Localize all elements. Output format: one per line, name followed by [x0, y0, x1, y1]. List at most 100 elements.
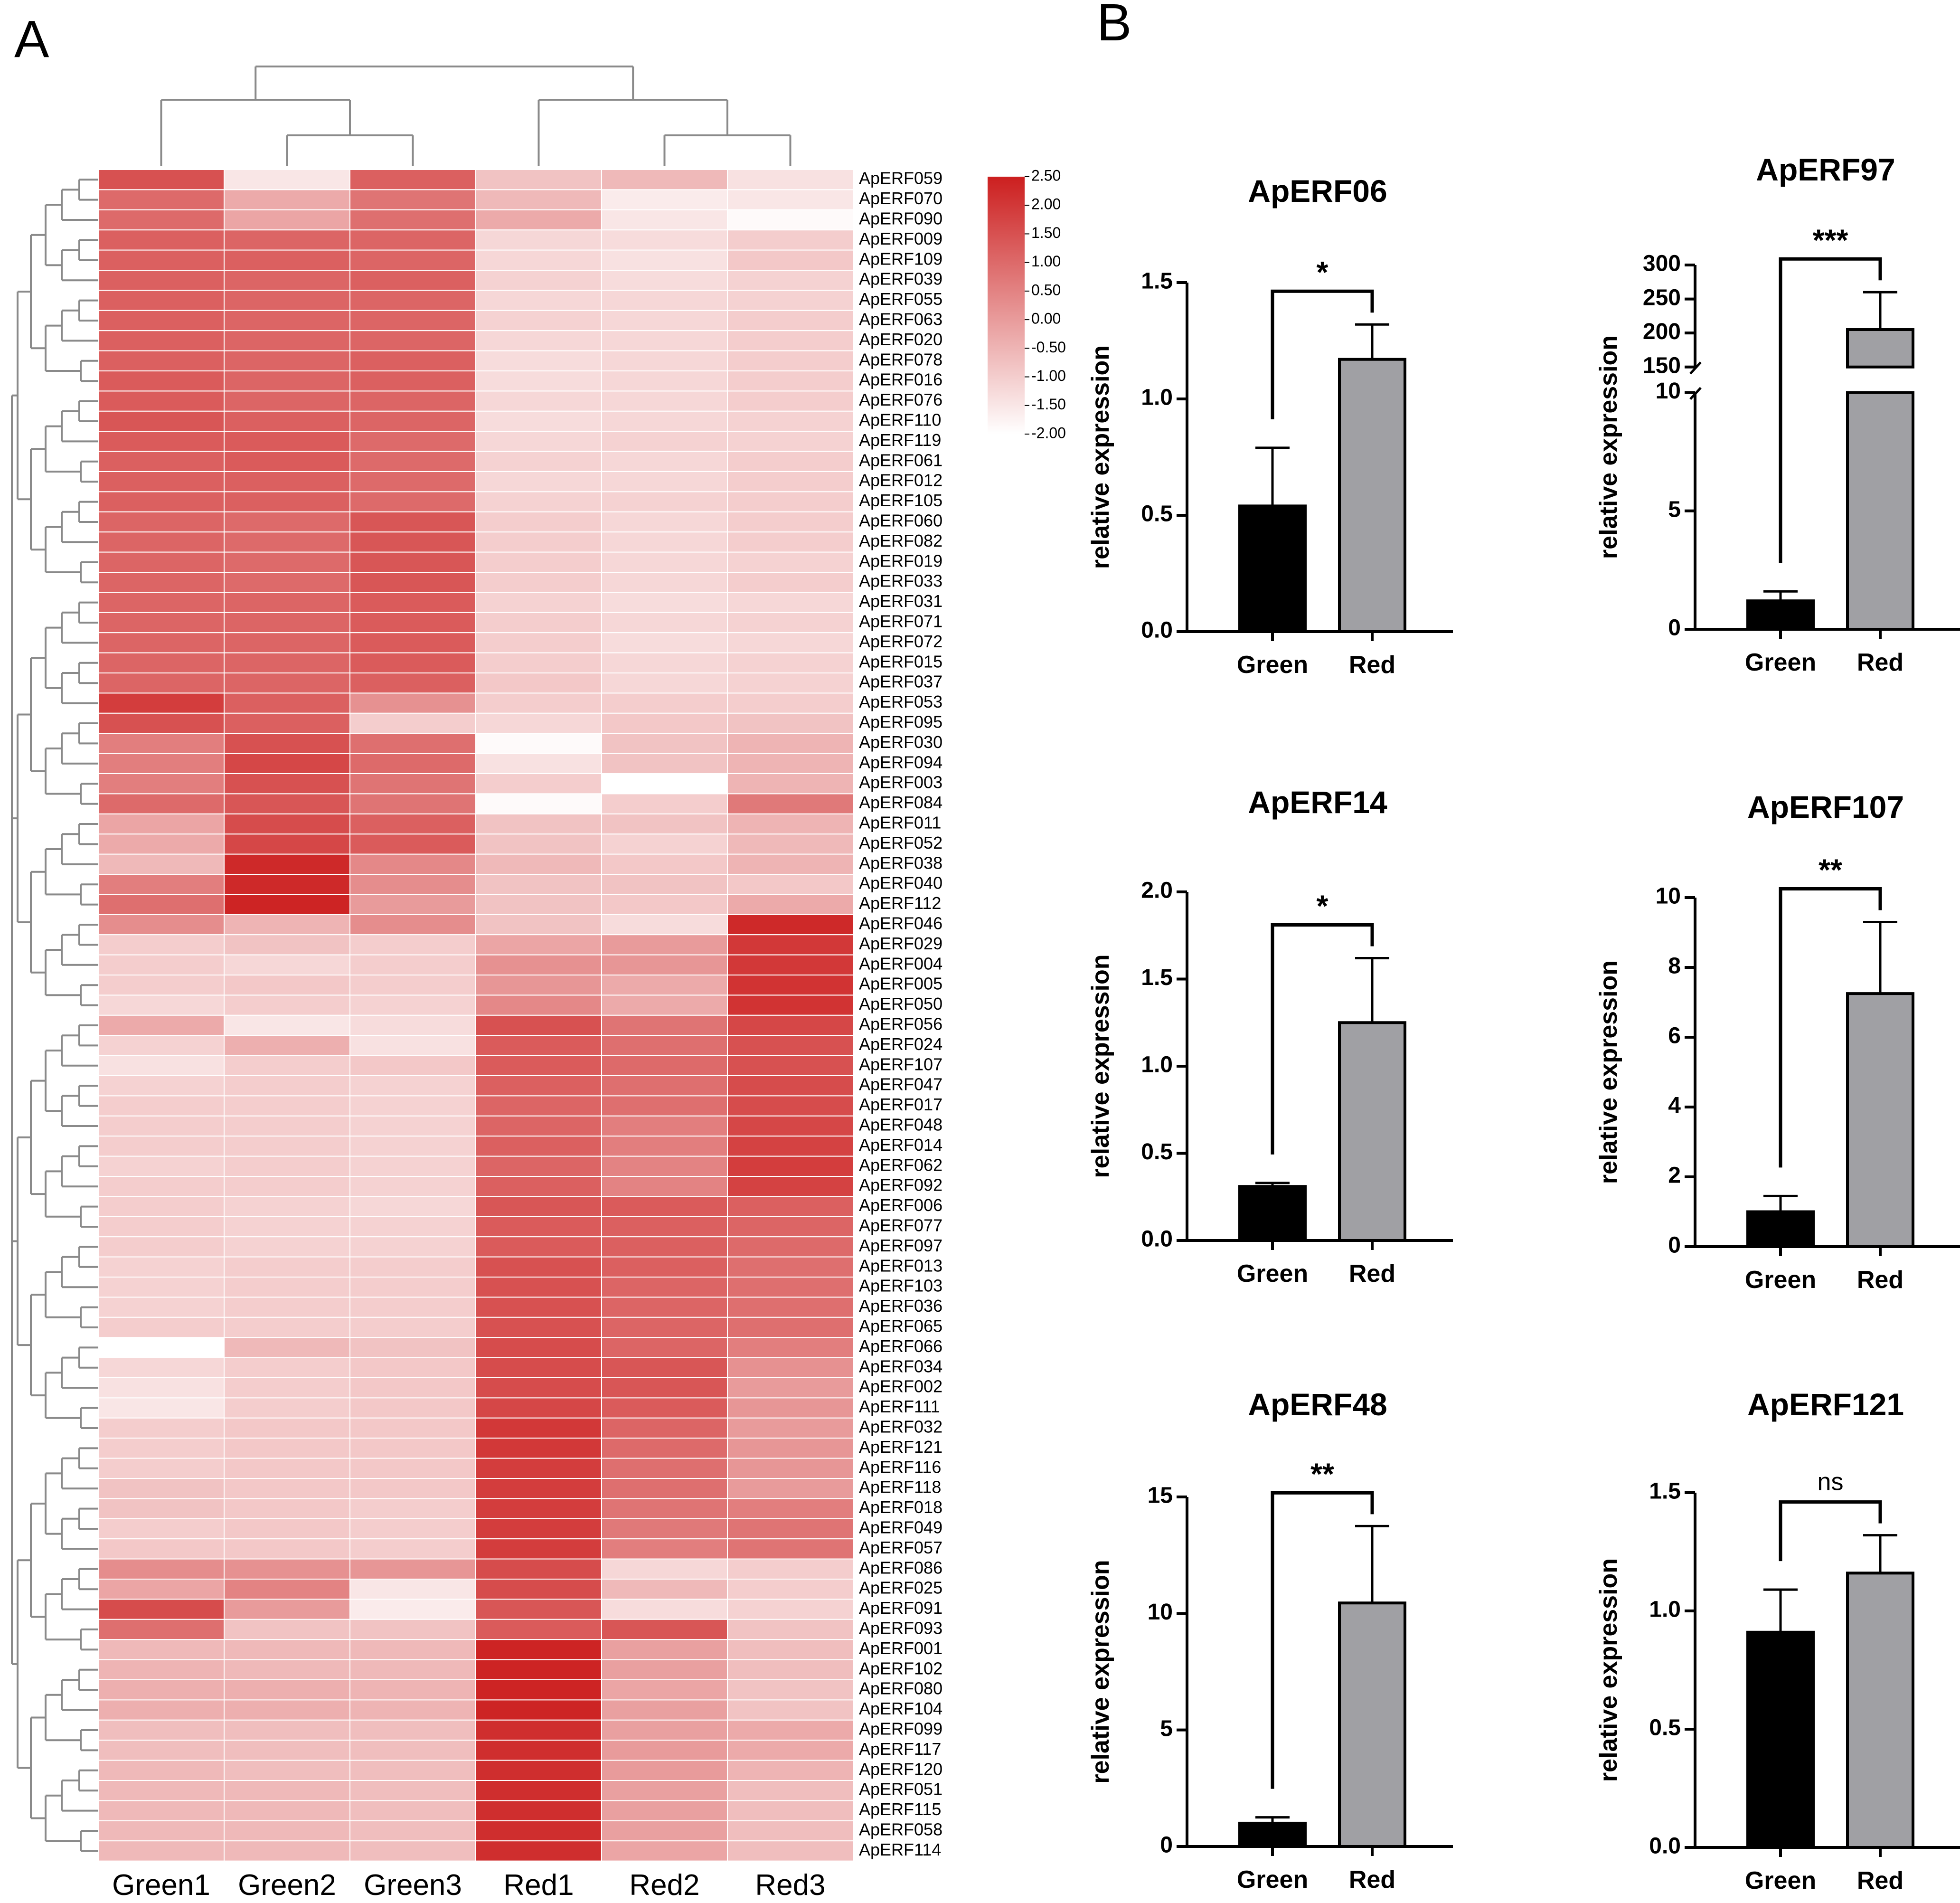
heatmap-cell — [98, 1840, 225, 1862]
row-label: ApERF009 — [859, 229, 942, 248]
heatmap-cell — [475, 1740, 602, 1761]
heatmap-cell — [224, 1740, 350, 1761]
bar — [1846, 391, 1914, 631]
heatmap-cell — [475, 773, 602, 795]
heatmap-cell — [475, 793, 602, 814]
row-label: ApERF011 — [859, 813, 941, 833]
heatmap-cell — [727, 914, 854, 936]
heatmap-cell — [601, 652, 728, 673]
x-category-label: Red — [1857, 1867, 1903, 1894]
heatmap-cell — [601, 431, 728, 452]
y-tick-label: 0 — [1160, 1833, 1173, 1858]
row-label: ApERF039 — [859, 269, 942, 289]
heatmap-cell — [601, 1840, 728, 1862]
y-tick-label: 0.5 — [1141, 502, 1173, 527]
heatmap-cell — [727, 1337, 854, 1358]
heatmap-cell — [601, 1458, 728, 1479]
chart-title: ApERF107 — [1747, 789, 1904, 824]
heatmap-cell — [475, 1236, 602, 1258]
bar-chart-ApERF107: ApERF107 relative expression 0 2 4 6 8 10 Green R… — [1595, 789, 1960, 1294]
row-label: ApERF084 — [859, 793, 942, 812]
heatmap-cell — [727, 471, 854, 492]
heatmap-cell — [224, 1699, 350, 1721]
heatmap-cell — [601, 1820, 728, 1842]
row-label: ApERF031 — [859, 591, 942, 611]
heatmap-cell — [349, 1014, 476, 1036]
heatmap-cell — [98, 1377, 225, 1399]
heatmap-cell — [475, 1679, 602, 1701]
heatmap-cell — [224, 1176, 350, 1197]
row-label: ApERF015 — [859, 652, 942, 671]
heatmap-cell — [349, 652, 476, 673]
color-scale-label: 0.50 — [1031, 281, 1061, 298]
heatmap-cell — [98, 672, 225, 694]
heatmap-cell — [475, 874, 602, 895]
heatmap-cell — [98, 551, 225, 573]
heatmap-cell — [475, 1196, 602, 1217]
row-label: ApERF094 — [859, 752, 942, 772]
heatmap-cell — [475, 1478, 602, 1499]
heatmap-cell — [727, 1196, 854, 1217]
heatmap-cell — [601, 994, 728, 1016]
heatmap-cell — [98, 1297, 225, 1318]
panel-label-a: A — [14, 10, 49, 68]
heatmap-cell — [98, 773, 225, 795]
heatmap-cell — [224, 833, 350, 855]
heatmap-cell — [601, 1740, 728, 1761]
heatmap-cell — [601, 1397, 728, 1419]
heatmap-cell — [98, 1760, 225, 1781]
heatmap-cell — [727, 1558, 854, 1580]
heatmap-cell — [601, 1014, 728, 1036]
heatmap-cell — [349, 390, 476, 412]
heatmap-cell — [349, 249, 476, 271]
y-tick-label: 2 — [1668, 1163, 1681, 1188]
heatmap-cell — [98, 209, 225, 231]
row-label: ApERF078 — [859, 350, 942, 369]
row-label: ApERF070 — [859, 189, 942, 208]
color-scale-label: -1.00 — [1031, 367, 1066, 384]
heatmap-cell — [224, 1297, 350, 1318]
heatmap-cell — [475, 431, 602, 452]
heatmap-cell — [727, 1417, 854, 1439]
row-label: ApERF105 — [859, 491, 942, 510]
bar — [1338, 358, 1406, 633]
row-label: ApERF055 — [859, 289, 942, 309]
heatmap-cell — [224, 330, 350, 351]
heatmap-cell — [349, 1397, 476, 1419]
heatmap-cell — [224, 1679, 350, 1701]
bar — [1846, 992, 1914, 1248]
heatmap-cell — [224, 1619, 350, 1640]
heatmap-cell — [224, 1075, 350, 1097]
heatmap-cell — [727, 1297, 854, 1318]
heatmap-cell — [601, 793, 728, 814]
heatmap-cell — [601, 1236, 728, 1258]
x-category-label: Green — [1237, 651, 1308, 679]
heatmap-cell — [98, 975, 225, 996]
heatmap-cell — [727, 1740, 854, 1761]
x-category-label: Red — [1857, 649, 1903, 676]
heatmap-cell — [349, 491, 476, 512]
heatmap-cell — [601, 612, 728, 634]
heatmap-cell — [349, 1236, 476, 1258]
heatmap-cell — [349, 874, 476, 895]
row-label: ApERF082 — [859, 531, 942, 550]
heatmap-cell — [601, 1095, 728, 1117]
x-category-label: Red — [1349, 651, 1395, 679]
heatmap-cell — [727, 1719, 854, 1741]
heatmap-cell — [98, 290, 225, 311]
heatmap-cell — [601, 1719, 728, 1741]
heatmap-cell — [727, 1316, 854, 1338]
heatmap-cell — [727, 692, 854, 714]
heatmap-cell — [727, 813, 854, 835]
heatmap-cell — [98, 1639, 225, 1660]
heatmap-cell — [349, 692, 476, 714]
heatmap-cell — [727, 1236, 854, 1258]
heatmap-cell — [98, 1075, 225, 1097]
color-scale-label: 2.00 — [1031, 196, 1061, 213]
significance-bracket — [1779, 1500, 1882, 1562]
heatmap-cell — [224, 1357, 350, 1379]
heatmap-cell — [475, 1397, 602, 1419]
heatmap-cell — [475, 511, 602, 533]
row-label: ApERF061 — [859, 450, 942, 470]
bar — [1338, 1601, 1406, 1848]
